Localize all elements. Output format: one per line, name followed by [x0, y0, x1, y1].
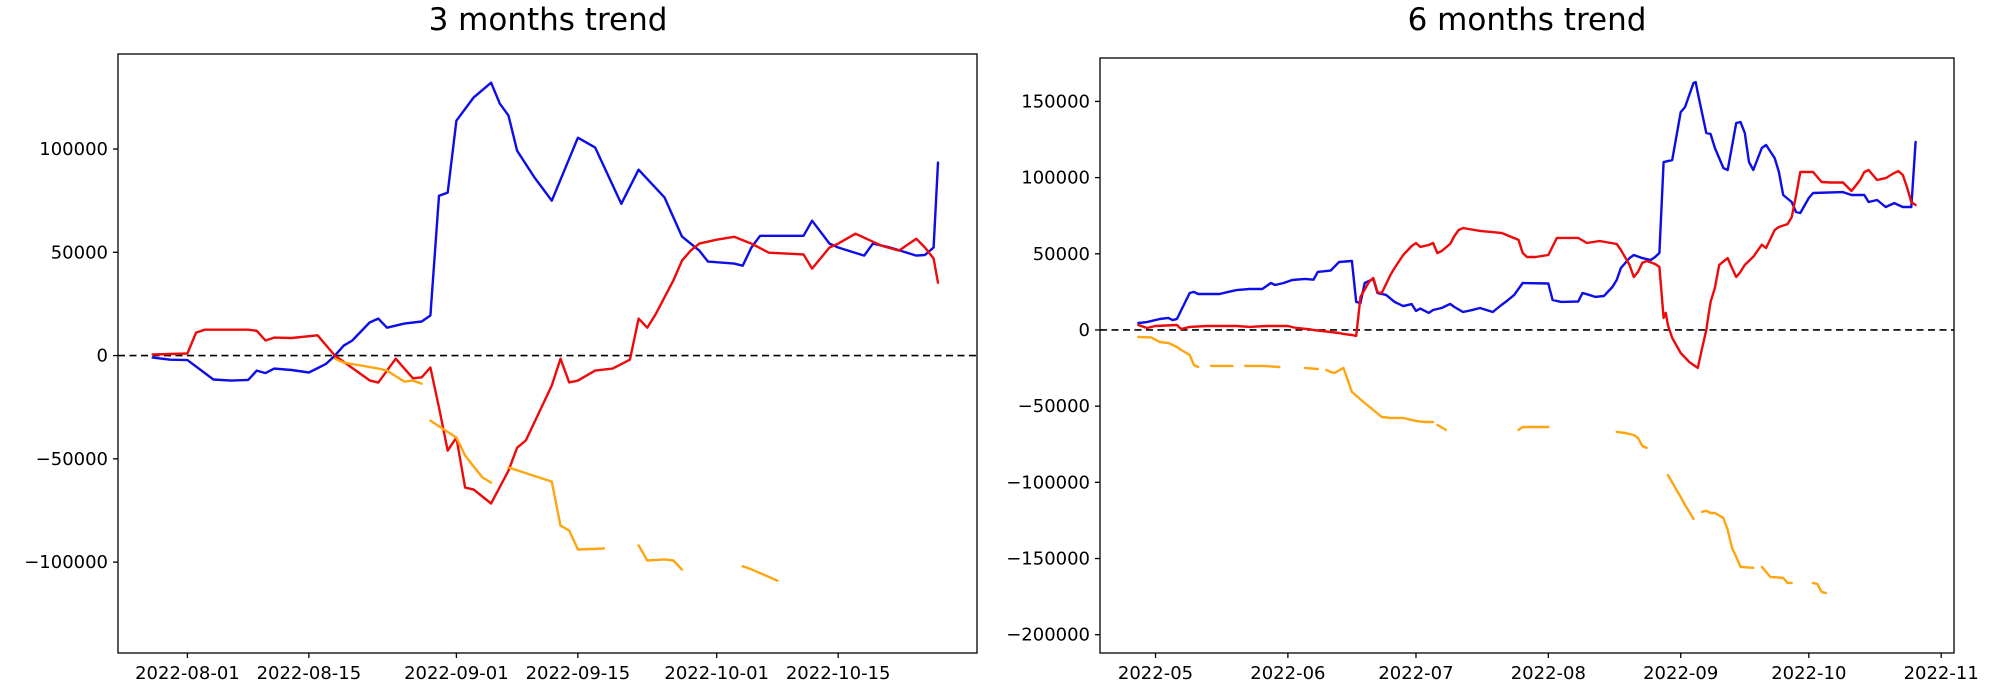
- orange-series: [741, 565, 779, 582]
- y-tick-label: −200000: [1006, 625, 1090, 646]
- orange-series: [1811, 581, 1828, 595]
- x-tick-label: 2022-09-15: [526, 663, 631, 684]
- y-tick-label: 0: [97, 346, 108, 367]
- y-tick-label: 100000: [39, 139, 108, 160]
- orange-series: [1436, 423, 1448, 432]
- x-tick-label: 2022-10: [1771, 663, 1846, 684]
- x-tick-label: 2022-10-15: [786, 663, 891, 684]
- plot-border: [1099, 57, 1955, 654]
- blue-series: [151, 81, 940, 382]
- orange-series: [1517, 425, 1550, 432]
- x-tick-label: 2022-08-15: [257, 663, 362, 684]
- orange-series: [1615, 430, 1648, 450]
- plot-border: [117, 53, 978, 654]
- chart-title-3-months-trend: 3 months trend: [428, 2, 668, 38]
- orange-series: [429, 419, 493, 484]
- orange-series: [1303, 366, 1320, 371]
- orange-series: [1325, 366, 1435, 424]
- orange-series: [1137, 335, 1200, 369]
- y-tick-label: −100000: [1006, 472, 1090, 493]
- x-tick-label: 2022-07: [1378, 663, 1453, 684]
- blue-series: [1137, 80, 1917, 325]
- x-tick-label: 2022-09: [1643, 663, 1718, 684]
- y-tick-label: 100000: [1021, 168, 1090, 189]
- x-tick-label: 2022-11: [1904, 663, 1979, 684]
- x-tick-label: 2022-10-01: [664, 663, 769, 684]
- red-series: [151, 232, 940, 505]
- y-tick-label: −50000: [1018, 396, 1090, 417]
- x-tick-label: 2022-08: [1511, 663, 1586, 684]
- orange-series: [1760, 565, 1793, 585]
- orange-series: [1666, 473, 1695, 521]
- orange-series: [333, 357, 423, 385]
- x-tick-label: 2022-05: [1118, 663, 1193, 684]
- chart-title-6-months-trend: 6 months trend: [1407, 2, 1647, 38]
- orange-series: [1700, 509, 1755, 569]
- y-tick-label: −100000: [24, 552, 108, 573]
- orange-series: [637, 544, 684, 571]
- orange-series: [507, 466, 606, 551]
- x-tick-label: 2022-08-01: [135, 663, 240, 684]
- y-tick-label: 150000: [1021, 91, 1090, 112]
- y-tick-label: 50000: [51, 242, 108, 263]
- y-tick-label: −150000: [1006, 549, 1090, 570]
- x-tick-label: 2022-09-01: [404, 663, 509, 684]
- x-tick-label: 2022-06: [1250, 663, 1325, 684]
- y-tick-label: 50000: [1033, 244, 1090, 265]
- y-tick-label: −50000: [36, 449, 108, 470]
- orange-series: [1243, 364, 1281, 369]
- y-tick-label: 0: [1079, 320, 1090, 341]
- red-series: [1137, 168, 1917, 370]
